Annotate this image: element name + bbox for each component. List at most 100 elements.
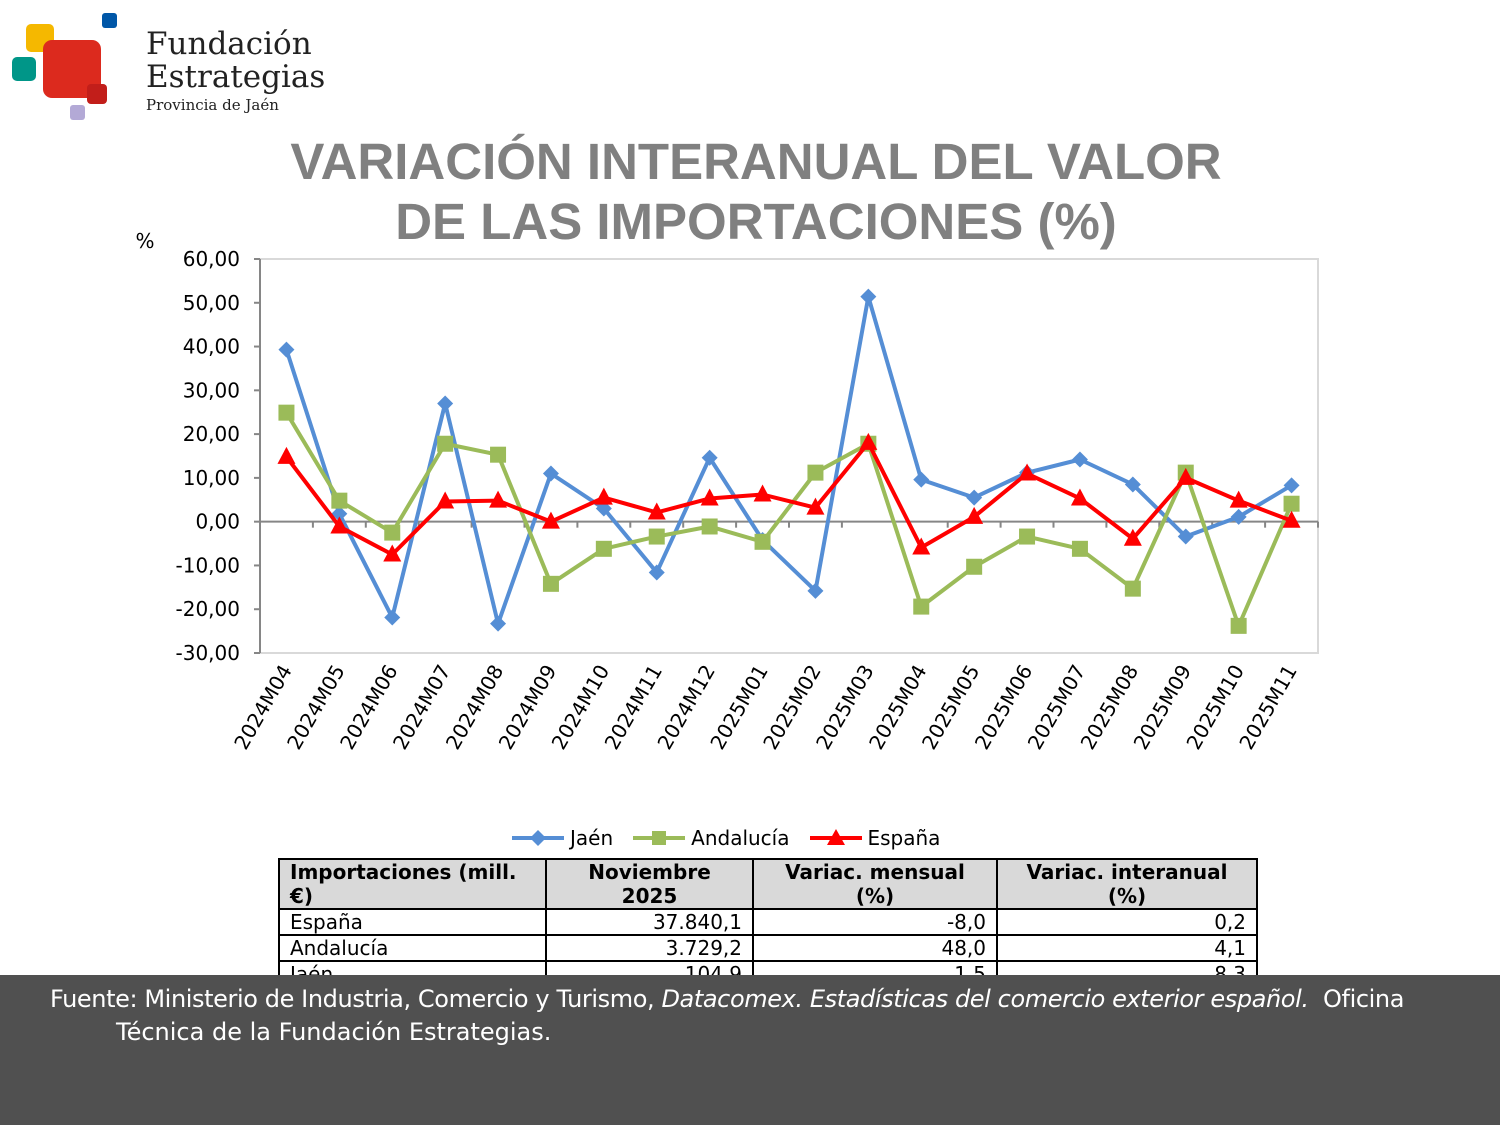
col-header: Noviembre 2025 (545, 858, 754, 910)
data-point-triangle (594, 487, 613, 505)
data-point-triangle (859, 432, 878, 450)
y-tick-label: 50,00 (183, 291, 240, 315)
y-tick-label: 0,00 (195, 510, 240, 534)
legend-label: Jaén (570, 826, 614, 850)
col-header: Variac. interanual (%) (996, 858, 1258, 910)
y-tick-label: 40,00 (183, 335, 240, 359)
logo-subtitle: Provincia de Jaén (146, 96, 279, 114)
data-point-triangle (1123, 528, 1142, 546)
source-italic: Datacomex. Estadísticas del comercio ext… (661, 985, 1309, 1013)
data-point-diamond (384, 609, 401, 626)
table-header-row: Importaciones (mill. €) Noviembre 2025 V… (278, 858, 1258, 910)
data-point-diamond (1177, 528, 1194, 545)
data-point-triangle (1176, 467, 1195, 485)
data-point-triangle (541, 511, 560, 529)
data-point-triangle (330, 516, 349, 534)
y-tick-label: -10,00 (176, 553, 240, 577)
col-header: Importaciones (mill. €) (278, 858, 547, 910)
data-point-square (1283, 495, 1300, 512)
data-point-diamond (913, 471, 930, 488)
data-point-triangle (753, 484, 772, 502)
chart-title-line2: DE LAS IMPORTACIONES (%) (395, 193, 1117, 250)
data-point-triangle (965, 506, 984, 524)
data-point-square (754, 533, 771, 550)
y-tick-label: 10,00 (183, 466, 240, 490)
legend-label: España (867, 826, 941, 850)
imports-table: Importaciones (mill. €) Noviembre 2025 V… (278, 858, 1258, 988)
data-point-diamond (701, 449, 718, 466)
data-point-square (1071, 540, 1088, 557)
data-point-diamond (542, 465, 559, 482)
data-point-diamond (1124, 476, 1141, 493)
data-point-diamond (860, 288, 877, 305)
data-point-triangle (1070, 488, 1089, 506)
data-point-triangle (647, 502, 666, 520)
source-text: Fuente: Ministerio de Industria, Comerci… (50, 985, 662, 1013)
table-row: España 37.840,1 -8,0 0,2 (278, 908, 1258, 936)
logo: Fundación Estrategias Provincia de Jaén (10, 10, 325, 122)
data-point-triangle (912, 537, 931, 555)
data-point-triangle (436, 491, 455, 509)
data-point-square (490, 446, 507, 463)
data-point-diamond (1283, 477, 1300, 494)
data-point-diamond (1230, 508, 1247, 525)
source-text-line2: Técnica de la Fundación Estrategias. (116, 1018, 552, 1046)
data-point-triangle (1282, 510, 1301, 528)
data-point-diamond (437, 395, 454, 412)
y-tick-label: 30,00 (183, 378, 240, 402)
y-tick-label: -20,00 (176, 597, 240, 621)
table-row: Andalucía 3.729,2 48,0 4,1 (278, 934, 1258, 962)
data-point-triangle (700, 488, 719, 506)
logo-squares-icon (12, 13, 117, 120)
data-point-square (807, 464, 824, 481)
data-point-square (1124, 580, 1141, 597)
data-point-square (437, 435, 454, 452)
data-point-triangle (489, 490, 508, 508)
source-suffix: Oficina (1308, 985, 1405, 1013)
data-point-square (913, 598, 930, 615)
data-point-diamond (1071, 451, 1088, 468)
y-tick-label: 60,00 (183, 247, 240, 271)
legend-item: Andalucía (631, 826, 790, 850)
data-point-triangle (806, 497, 825, 515)
chart-title-line1: VARIACIÓN INTERANUAL DEL VALOR (290, 133, 1222, 190)
y-tick-label: -30,00 (176, 641, 240, 665)
data-point-diamond (278, 341, 295, 358)
row-label: Andalucía (278, 934, 547, 962)
data-point-square (278, 404, 295, 421)
legend-item: Jaén (510, 826, 613, 850)
cell: 4,1 (996, 934, 1258, 962)
cell: 37.840,1 (545, 908, 754, 936)
chart-legend: Jaén Andalucía España (510, 826, 940, 850)
series-line-jaén (284, 294, 1293, 626)
data-point-triangle (1018, 463, 1037, 481)
data-point-square (648, 528, 665, 545)
data-point-square (331, 492, 348, 509)
data-point-square (595, 540, 612, 557)
y-axis-label: % (135, 229, 154, 253)
data-point-square (966, 558, 983, 575)
data-point-diamond (807, 582, 824, 599)
y-tick-label: 20,00 (183, 422, 240, 446)
logo-name-line1: Fundación (146, 26, 312, 62)
row-label: España (278, 908, 547, 936)
data-point-triangle (383, 544, 402, 562)
series-line-andalucía (284, 411, 1294, 628)
cell: 48,0 (752, 934, 998, 962)
col-header: Variac. mensual (%) (752, 858, 998, 910)
data-point-square (384, 524, 401, 541)
legend-diamond-icon (512, 830, 564, 846)
source-footer: Fuente: Ministerio de Industria, Comerci… (0, 975, 1500, 1125)
data-point-diamond (331, 505, 348, 522)
cell: 3.729,2 (545, 934, 754, 962)
data-point-diamond (966, 489, 983, 506)
legend-triangle-icon (809, 829, 862, 845)
legend-label: Andalucía (691, 826, 790, 850)
logo-name-line2: Estrategias (146, 59, 326, 95)
legend-square-icon (633, 831, 686, 845)
line-chart: % 60,00 50,00 40,00 30,00 20,00 10,00 0,00 -10,0… (135, 229, 1319, 754)
data-point-triangle (1229, 490, 1248, 508)
series-line-españa (284, 440, 1293, 557)
plot-area (259, 258, 1319, 654)
data-point-square (542, 575, 559, 592)
